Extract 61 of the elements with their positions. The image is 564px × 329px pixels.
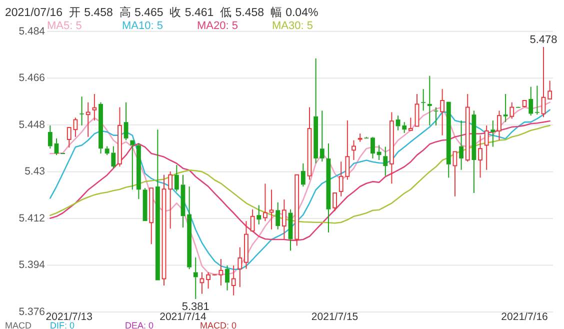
candlestick (326, 142, 331, 233)
text: MACD: 0 (200, 320, 237, 329)
y-tick-label: 5.412 (18, 212, 46, 224)
candlestick (200, 272, 204, 294)
candlestick (390, 112, 394, 184)
candlestick (459, 120, 464, 170)
candlestick (484, 124, 489, 170)
candlestick (276, 202, 280, 230)
y-tick-label: 5.448 (18, 118, 46, 131)
candlestick (320, 110, 324, 162)
candlestick (427, 75, 432, 126)
candlestick (92, 94, 97, 122)
candlestick (162, 174, 166, 286)
x-tick-label: 2021/7/16 (501, 311, 548, 323)
candlestick (98, 102, 103, 154)
candlestick (314, 58, 318, 164)
candlestick (376, 144, 382, 161)
candlestick (300, 162, 306, 188)
x-tick-label: 2021/7/15 (311, 311, 358, 323)
text: MA30: 5 (272, 20, 313, 32)
candlestick (206, 272, 210, 290)
annotation: 5.381 (182, 301, 210, 314)
candlestick (497, 110, 502, 141)
y-tick-label: 5.484 (18, 25, 46, 38)
candlestick (124, 102, 128, 141)
candlestick (472, 110, 476, 194)
candlestick (225, 264, 230, 291)
candlestick (86, 102, 90, 138)
candlestick (269, 189, 274, 230)
candlestick (80, 96, 84, 126)
text: MACD (5, 320, 32, 329)
candlestick (490, 120, 496, 148)
candlestick (282, 199, 286, 240)
candlestick (48, 124, 52, 150)
candlestick (478, 134, 482, 178)
candlestick (193, 256, 198, 300)
text: MA10: 5 (122, 20, 163, 32)
candlestick (503, 94, 508, 123)
x-tick-label: 2021/7/14 (160, 311, 206, 323)
candlestick (421, 88, 426, 112)
y-tick-label: 5.376 (18, 306, 46, 318)
text: DEA: 0 (125, 320, 154, 329)
candlestick (383, 146, 388, 176)
candlestick (440, 88, 445, 136)
y-tick-label: 5.43 (24, 166, 46, 178)
text: MA5: 5 (47, 20, 82, 32)
candlestick (256, 204, 262, 225)
candlestick (180, 174, 186, 228)
x-tick-label: 2021/7/13 (46, 311, 93, 323)
text: DIF: 0 (50, 320, 75, 329)
candlestick (174, 164, 179, 192)
chart-title: 2021/07/16 开 5.458 高 5.465 收 5.461 低 5.458 幅 0.04% (5, 5, 318, 19)
y-tick-label: 5.394 (18, 259, 46, 272)
candlestick (244, 220, 248, 270)
candlestick (231, 264, 236, 296)
candlestick (358, 133, 362, 142)
candlestick (288, 208, 293, 252)
candlestick (238, 246, 242, 288)
y-tick-label: 5.466 (18, 72, 46, 84)
text: MA20: 5 (197, 20, 238, 32)
annotation: 5.478 (530, 34, 558, 46)
